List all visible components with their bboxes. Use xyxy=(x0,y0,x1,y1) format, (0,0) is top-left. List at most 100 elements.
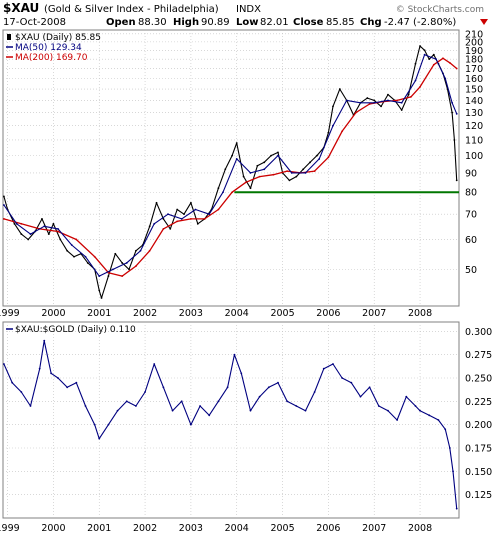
xau-gold-ratio-series-point xyxy=(171,409,174,412)
xau-gold-ratio-series-point xyxy=(107,423,110,426)
xau-price-series-point xyxy=(107,275,110,277)
xau-gold-ratio-series-point xyxy=(125,400,128,403)
ratio-y-tick-label: 0.250 xyxy=(465,374,492,385)
xau-gold-ratio-series-point xyxy=(3,363,5,365)
ma200-series-point xyxy=(313,170,316,173)
xau-price-series-point xyxy=(27,238,30,241)
xau-price-series-point xyxy=(66,249,69,252)
ma50-series-point xyxy=(423,53,426,56)
xau-gold-ratio-series-point xyxy=(135,405,137,407)
xau-gold-ratio-series-point xyxy=(419,409,421,412)
ma50-series-point xyxy=(304,172,307,174)
xau-price-series-point xyxy=(432,53,435,56)
xau-gold-ratio-series-point xyxy=(199,405,201,407)
xau-price-series-point xyxy=(162,218,165,220)
price-y-tick-label: 100 xyxy=(465,151,483,162)
x-axis-top: 1999 2000 2001 2002 2003 2004 2005 2006 2007 2008 xyxy=(0,308,432,319)
xau-price-series-point xyxy=(366,97,369,99)
xau-price-series-point xyxy=(380,105,382,108)
xau-price-series-point xyxy=(455,179,458,182)
ma50-series-point xyxy=(444,77,447,80)
x-tick-label: 2008 xyxy=(408,308,432,319)
xau-gold-ratio-series-point xyxy=(267,386,270,389)
xau-price-series-point xyxy=(176,208,179,211)
ticker-description: (Gold & Silver Index - Philadelphia) xyxy=(44,4,219,15)
ma50-series-point xyxy=(332,124,334,127)
xau-price-series-point xyxy=(332,105,334,108)
xau-gold-ratio-series-point xyxy=(153,363,156,365)
xau-price-series-point xyxy=(263,161,266,164)
xau-price-series-point xyxy=(231,154,234,157)
ratio-y-tick-label: 0.225 xyxy=(465,397,492,408)
xau-gold-ratio-series-point xyxy=(208,414,211,417)
ma200-series-point xyxy=(217,208,220,211)
ma50-series-point xyxy=(400,101,403,104)
xau-gold-ratio-series-point xyxy=(322,367,325,370)
price-y-tick-label: 160 xyxy=(465,74,483,85)
xau-gold-ratio-series-point xyxy=(332,363,334,365)
xau-price-series-point xyxy=(295,175,298,178)
xau-gold-ratio-series-point xyxy=(455,507,458,510)
low-label: Low xyxy=(236,17,258,28)
ma200-series-point xyxy=(354,111,357,114)
ma50-series-point xyxy=(70,244,73,246)
ma200-series-point xyxy=(368,103,371,105)
xau-price-series-point xyxy=(169,227,172,230)
x-tick-label: 1999 xyxy=(0,523,20,534)
ma200-series-point xyxy=(189,218,192,220)
ratio-frame xyxy=(2,321,460,519)
ma50-series-point xyxy=(125,262,128,264)
quote-date: 17-Oct-2008 xyxy=(3,17,66,28)
ma50-series-point xyxy=(387,99,389,102)
low-value: 82.01 xyxy=(260,17,289,28)
ma200-series-point xyxy=(121,275,124,277)
x-tick-label: 2001 xyxy=(87,308,111,319)
xau-price-series-point xyxy=(302,168,305,171)
ma200-series-point xyxy=(327,156,330,159)
ma50-series-point xyxy=(345,99,348,102)
ma50-series-point xyxy=(455,112,458,115)
xau-gold-ratio-series-point xyxy=(396,419,399,421)
xau-gold-ratio-series-point xyxy=(93,423,96,426)
ma200-series-point xyxy=(455,67,458,70)
ma50-series-point xyxy=(180,218,183,220)
ratio-y-tick-label: 0.275 xyxy=(465,350,492,361)
legend-entry: $XAU:$GOLD (Daily) 0.110 xyxy=(15,325,136,335)
x-tick-label: 2001 xyxy=(87,523,111,534)
xau-price-series xyxy=(3,45,458,299)
xau-gold-ratio-series-point xyxy=(313,391,316,393)
ratio-y-tick-label: 0.150 xyxy=(465,467,492,478)
price-y-tick-label: 190 xyxy=(465,46,483,57)
xau-price-series-point xyxy=(59,238,62,241)
xau-price-series-point xyxy=(148,225,151,228)
x-tick-label: 2006 xyxy=(316,308,340,319)
close-value: 85.85 xyxy=(326,17,355,28)
ma50-series-point xyxy=(57,227,59,230)
xau-gold-ratio-series-point xyxy=(233,353,236,356)
xau-gold-ratio-series-point xyxy=(277,381,279,384)
ma50-series-point xyxy=(208,213,211,216)
xau-price-series-point xyxy=(47,233,50,235)
xau-price-series-point xyxy=(128,268,130,271)
ma200-series-point xyxy=(203,218,206,220)
x-tick-label: 2003 xyxy=(179,523,203,534)
ma200-series-point xyxy=(341,130,344,133)
xau-price-series-point xyxy=(270,154,273,157)
x-tick-label: 2008 xyxy=(408,523,432,534)
ma200-series-point xyxy=(57,230,59,233)
ma200-series-point xyxy=(148,249,151,252)
ratio-y-tick-label: 0.200 xyxy=(465,420,492,431)
xau-price-series-point xyxy=(217,187,220,190)
ma50-series-point xyxy=(15,222,18,225)
ma50-series-point xyxy=(290,172,293,174)
ticker-symbol: $XAU xyxy=(3,1,39,15)
xau-price-series-point xyxy=(327,131,330,134)
xau-price-series-point xyxy=(338,88,341,90)
x-tick-label: 2003 xyxy=(179,308,203,319)
xau-gold-ratio-series-point xyxy=(144,391,146,393)
xau-price-series-point xyxy=(419,45,421,47)
xau-price-series-point xyxy=(400,109,403,111)
chg-value: -2.47 (-2.80%) xyxy=(384,17,456,28)
xau-gold-ratio-series-point xyxy=(414,405,417,407)
